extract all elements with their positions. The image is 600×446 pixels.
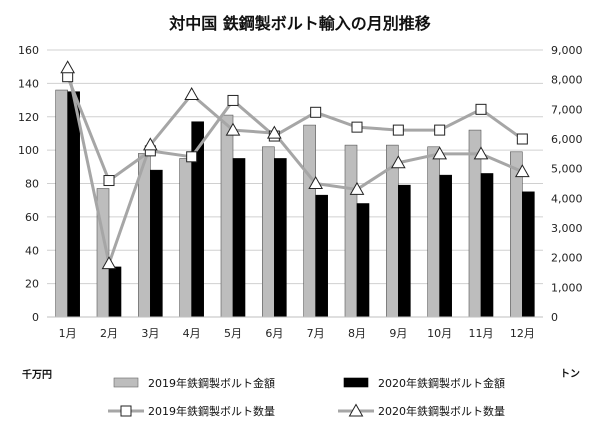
x-tick-label: 1月: [59, 327, 77, 340]
x-tick-label: 10月: [427, 327, 452, 340]
right-tick-label: 6,000: [551, 133, 583, 146]
bar: [274, 158, 287, 318]
point: [392, 124, 404, 136]
bar: [315, 194, 328, 318]
left-tick-label: 40: [25, 244, 39, 257]
bar: [439, 174, 452, 318]
right-tick-label: 3,000: [551, 222, 583, 235]
right-axis-unit: トン: [560, 368, 580, 380]
point: [308, 175, 324, 189]
point: [103, 175, 115, 187]
right-tick-label: 9,000: [551, 44, 583, 57]
left-axis-unit: 千万円: [22, 368, 52, 381]
point: [390, 155, 406, 169]
point: [514, 164, 530, 178]
x-tick-label: 5月: [224, 327, 242, 340]
bar: [356, 203, 370, 318]
axes: 0 20 40 60 80 100 120 140 160 0 1,000 2,000 3,000 4,0…: [18, 44, 583, 340]
legend-label: 2019年鉄鋼製ボルト金額: [148, 376, 275, 390]
left-tick-label: 0: [32, 311, 39, 324]
bar: [55, 89, 68, 318]
point: [516, 133, 528, 145]
x-tick-label: 4月: [183, 327, 201, 340]
bar: [398, 184, 411, 318]
legend-label: 2020年鉄鋼製ボルト数量: [378, 404, 505, 418]
point: [266, 125, 282, 139]
point: [349, 181, 365, 195]
point: [227, 94, 239, 106]
bar: [179, 158, 192, 318]
right-tick-label: 1,000: [551, 281, 583, 294]
left-tick-label: 20: [25, 278, 39, 291]
point: [351, 121, 363, 133]
point: [434, 124, 446, 136]
x-tick-label: 3月: [141, 327, 159, 340]
point: [432, 146, 448, 160]
x-tick-label: 6月: [265, 327, 283, 340]
left-tick-label: 160: [18, 44, 39, 57]
bar: [150, 169, 163, 318]
legend-label: 2019年鉄鋼製ボルト数量: [148, 404, 275, 418]
x-tick-label: 12月: [510, 327, 535, 340]
right-tick-label: 2,000: [551, 252, 583, 265]
chart-title: 対中国 鉄鋼製ボルト輸入の月別推移: [168, 14, 431, 33]
bar: [67, 91, 80, 318]
right-tick-label: 8,000: [551, 74, 583, 87]
legend-swatch: [113, 377, 139, 388]
legend: 2019年鉄鋼製ボルト金額 2020年鉄鋼製ボルト金額 2019年鉄鋼製ボルト数量 2…: [108, 376, 505, 418]
x-tick-label: 7月: [307, 327, 325, 340]
point: [186, 151, 198, 163]
left-tick-label: 60: [25, 211, 39, 224]
bar: [303, 124, 316, 318]
bar: [522, 191, 535, 318]
series-line: [66, 76, 524, 183]
legend-marker: [348, 403, 364, 417]
legend-label: 2020年鉄鋼製ボルト金額: [378, 376, 505, 390]
x-tick-label: 9月: [389, 327, 407, 340]
point: [475, 103, 487, 115]
bar: [108, 266, 122, 318]
left-tick-label: 100: [18, 144, 39, 157]
point: [184, 86, 200, 100]
bar: [232, 158, 246, 318]
right-tick-label: 4,000: [551, 192, 583, 205]
point: [473, 146, 489, 160]
point: [60, 60, 76, 74]
x-tick-label: 8月: [348, 327, 366, 340]
grid: [47, 49, 543, 318]
bar: [344, 144, 358, 318]
left-tick-label: 80: [25, 178, 39, 191]
right-tick-label: 5,000: [551, 163, 583, 176]
point: [142, 137, 158, 151]
bar: [220, 114, 234, 318]
bar: [480, 173, 494, 318]
left-tick-label: 120: [18, 111, 39, 124]
point: [310, 106, 322, 118]
point: [225, 122, 241, 136]
lines: [60, 60, 530, 270]
series-line: [66, 67, 523, 266]
x-tick-label: 2月: [100, 327, 118, 340]
bar: [427, 146, 440, 318]
left-tick-label: 140: [18, 77, 39, 90]
bar: [262, 146, 275, 318]
x-tick-label: 11月: [469, 327, 494, 340]
right-tick-label: 7,000: [551, 103, 583, 116]
right-tick-label: 0: [551, 311, 558, 324]
legend-marker: [120, 405, 132, 417]
point: [101, 256, 117, 270]
legend-swatch: [343, 377, 369, 388]
